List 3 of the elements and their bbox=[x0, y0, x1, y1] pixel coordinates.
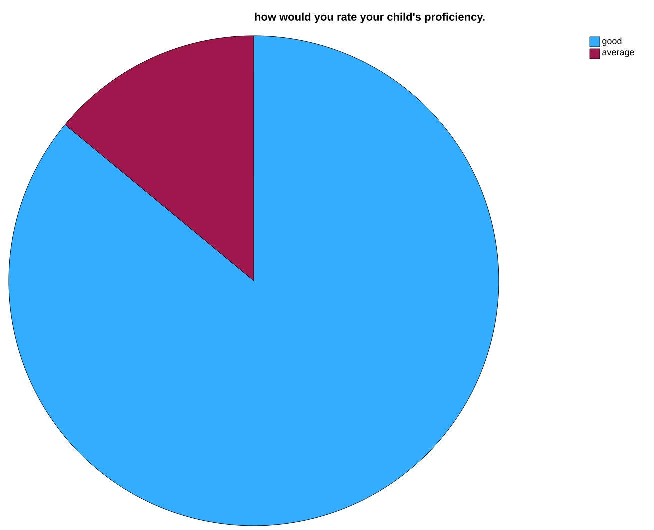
chart-title: how would you rate your child's proficiency. bbox=[255, 12, 485, 24]
legend-label: good bbox=[602, 38, 622, 46]
legend-label: average bbox=[602, 50, 634, 58]
